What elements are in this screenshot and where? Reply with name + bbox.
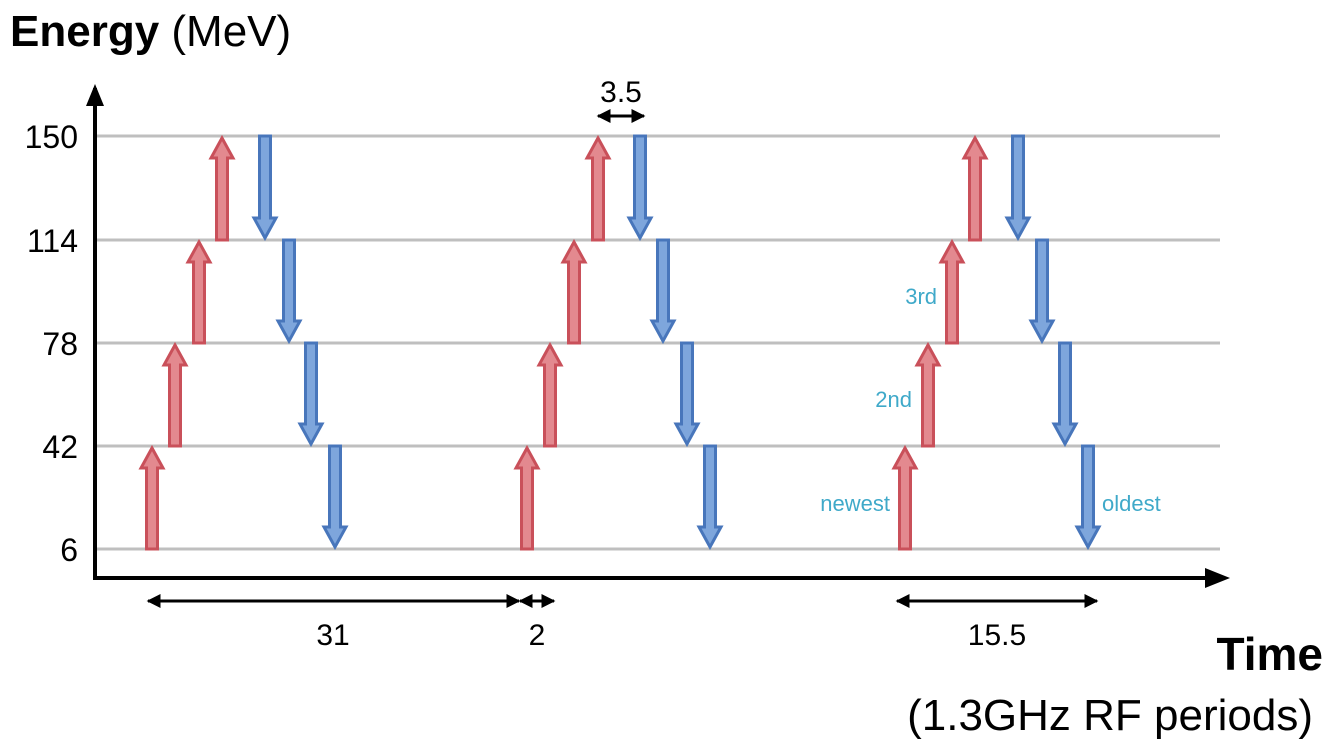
y-axis-arrowhead [86,84,104,106]
pass-annotations: newest 2nd 3rd oldest [820,284,1160,516]
group-2-down-arrow-4 [696,444,724,551]
ladder-span-label: 15.5 [968,619,1026,652]
y-axis-title: Energy (MeV) [10,4,291,60]
annotation-second: 2nd [875,387,912,412]
group-1-down-arrow-1 [251,134,279,242]
group-1-up-arrow-2 [161,341,189,448]
group-3-down-arrow-1 [1004,134,1032,242]
y-tick-6: 6 [60,532,78,568]
y-tick-labels: 150 114 78 42 6 [25,119,78,568]
group-3-up-arrow-2 [914,341,942,448]
group-2-up-arrow-3 [560,238,588,345]
energy-arrows [138,134,1102,551]
y-axis-title-unit: (MeV) [171,7,292,56]
group-2-up-arrow-4 [584,134,612,242]
group-2-up-arrow-2 [536,341,564,448]
ladder-span-measure: 15.5 [895,594,1099,652]
x-axis-subtitle: (1.3GHz RF periods) [907,691,1313,740]
group-1-down-arrow-4 [321,444,349,551]
annotation-oldest: oldest [1102,491,1161,516]
stage-spacing-measure: 3.5 [596,76,646,123]
group-3-up-arrow-4 [961,134,989,242]
group-3-up-arrow-1 [891,444,919,551]
group-gap-measure: 2 [518,594,556,652]
group-1-up-arrow-3 [185,238,213,345]
group-1-up-arrow-1 [138,444,166,551]
energy-grid-lines [95,134,1220,551]
group-3-up-arrow-3 [938,238,966,345]
group-2-down-arrow-3 [673,341,701,448]
group-1-up-arrow-4 [208,134,236,242]
group-1-down-arrow-2 [275,238,303,345]
group-3-down-arrow-3 [1051,341,1079,448]
group-2-down-arrow-2 [649,238,677,345]
group-3-down-arrow-4 [1074,444,1102,551]
x-axis-title: Time [1216,628,1323,680]
group-3-down-arrow-2 [1028,238,1056,345]
group-2-down-arrow-1 [626,134,654,242]
y-tick-42: 42 [42,429,78,465]
y-tick-114: 114 [27,223,78,259]
group-gap-label: 2 [529,619,546,652]
group-2-up-arrow-1 [513,444,541,551]
group-1-down-arrow-3 [297,341,325,448]
x-axis-arrowhead [1205,568,1230,588]
stage-spacing-label: 3.5 [600,76,642,109]
group-span-label: 31 [316,619,349,652]
y-axis-title-bold: Energy [10,7,160,56]
y-tick-150: 150 [25,119,78,155]
y-tick-78: 78 [42,326,78,362]
annotation-third: 3rd [905,284,937,309]
annotation-newest: newest [820,491,890,516]
group-span-measure: 31 [146,594,521,652]
